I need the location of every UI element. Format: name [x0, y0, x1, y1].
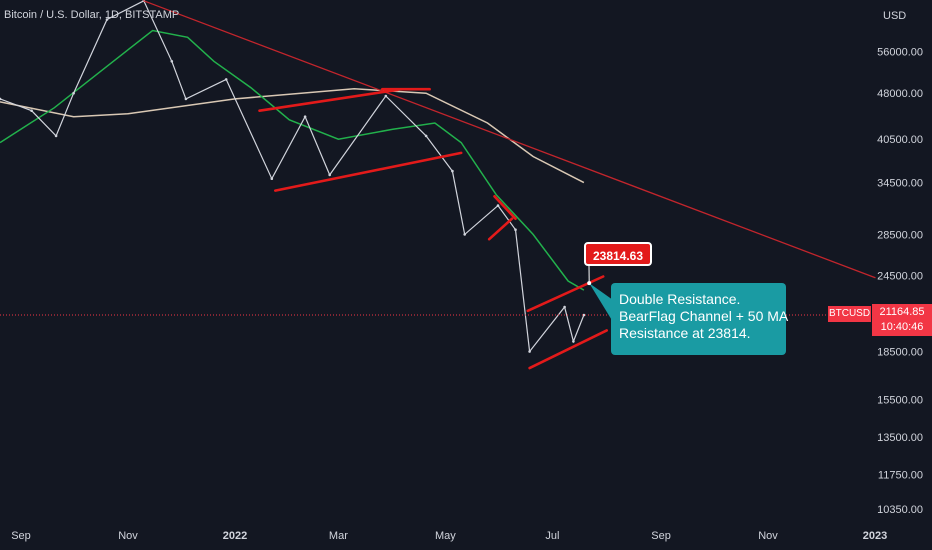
- annotation-callout: Double Resistance. BearFlag Channel + 50…: [611, 283, 789, 355]
- bar-countdown: 10:40:46: [880, 321, 924, 333]
- price-point: [424, 134, 428, 138]
- y-tick-label: 13500.00: [877, 432, 923, 444]
- price-point: [184, 97, 188, 101]
- y-tick-label: 56000.00: [877, 46, 923, 58]
- channel-lower-2022: [273, 151, 463, 192]
- bearflag-upper: [526, 275, 605, 313]
- current-ticker-badge: BTCUSD: [828, 306, 871, 322]
- x-tick-label: 2022: [223, 530, 247, 542]
- bearflag-lower: [528, 329, 609, 370]
- flag-lower-may: [487, 217, 514, 241]
- x-tick-label: Jul: [545, 530, 559, 542]
- price-point: [528, 350, 531, 353]
- flag-upper-may: [493, 195, 517, 220]
- current-price-badge: 21164.85 10:40:46: [872, 304, 932, 336]
- price-point: [582, 313, 586, 317]
- current-price-value: 21164.85: [879, 306, 925, 318]
- price-line: [0, 0, 585, 354]
- x-tick-label: 2023: [863, 530, 887, 542]
- descending-trendline: [143, 0, 876, 279]
- ma50-line: [0, 29, 585, 291]
- price-point: [328, 173, 332, 177]
- price-point: [384, 94, 388, 98]
- y-tick-label: 28500.00: [877, 229, 923, 241]
- price-point: [72, 91, 75, 95]
- price-point: [105, 18, 109, 21]
- price-point: [0, 97, 2, 101]
- price-point: [451, 169, 454, 173]
- x-tick-label: Nov: [758, 530, 778, 542]
- y-tick-label: 10350.00: [877, 504, 923, 516]
- annotation-line-1: Double Resistance.: [619, 291, 741, 307]
- price-point: [463, 233, 467, 236]
- y-tick-label: 15500.00: [877, 394, 923, 406]
- y-tick-label: 48000.00: [877, 88, 923, 100]
- y-tick-label: 40500.00: [877, 134, 923, 146]
- price-point: [572, 340, 575, 343]
- x-tick-label: Mar: [329, 530, 348, 542]
- x-tick-label: Nov: [118, 530, 138, 542]
- price-label-23814: 23814.63: [584, 242, 652, 266]
- y-tick-label: 11750.00: [878, 469, 923, 481]
- price-point: [30, 109, 33, 112]
- price-point: [270, 177, 274, 180]
- annotation-line-3: Resistance at 23814.: [619, 325, 751, 341]
- channel-upper-2022: [258, 88, 400, 112]
- price-point: [514, 228, 517, 231]
- x-tick-label: May: [435, 530, 456, 542]
- y-tick-label: 18500.00: [877, 347, 923, 359]
- y-axis-unit: USD: [883, 10, 906, 22]
- price-point: [563, 305, 566, 309]
- annotation-anchor: [587, 281, 592, 286]
- x-tick-label: Sep: [651, 530, 671, 542]
- y-tick-label: 34500.00: [877, 178, 923, 190]
- ma200-line: [0, 87, 585, 184]
- chart-title: Bitcoin / U.S. Dollar, 1D, BITSTAMP: [4, 9, 180, 21]
- price-point: [54, 134, 58, 138]
- x-tick-label: Sep: [11, 530, 31, 542]
- price-point: [170, 60, 174, 63]
- annotation-line-2: BearFlag Channel + 50 MA: [619, 308, 789, 324]
- price-point: [303, 115, 307, 118]
- callout-pointer: [589, 283, 613, 322]
- price-point: [224, 78, 228, 81]
- y-tick-label: 24500.00: [877, 270, 923, 282]
- price-point: [496, 204, 500, 207]
